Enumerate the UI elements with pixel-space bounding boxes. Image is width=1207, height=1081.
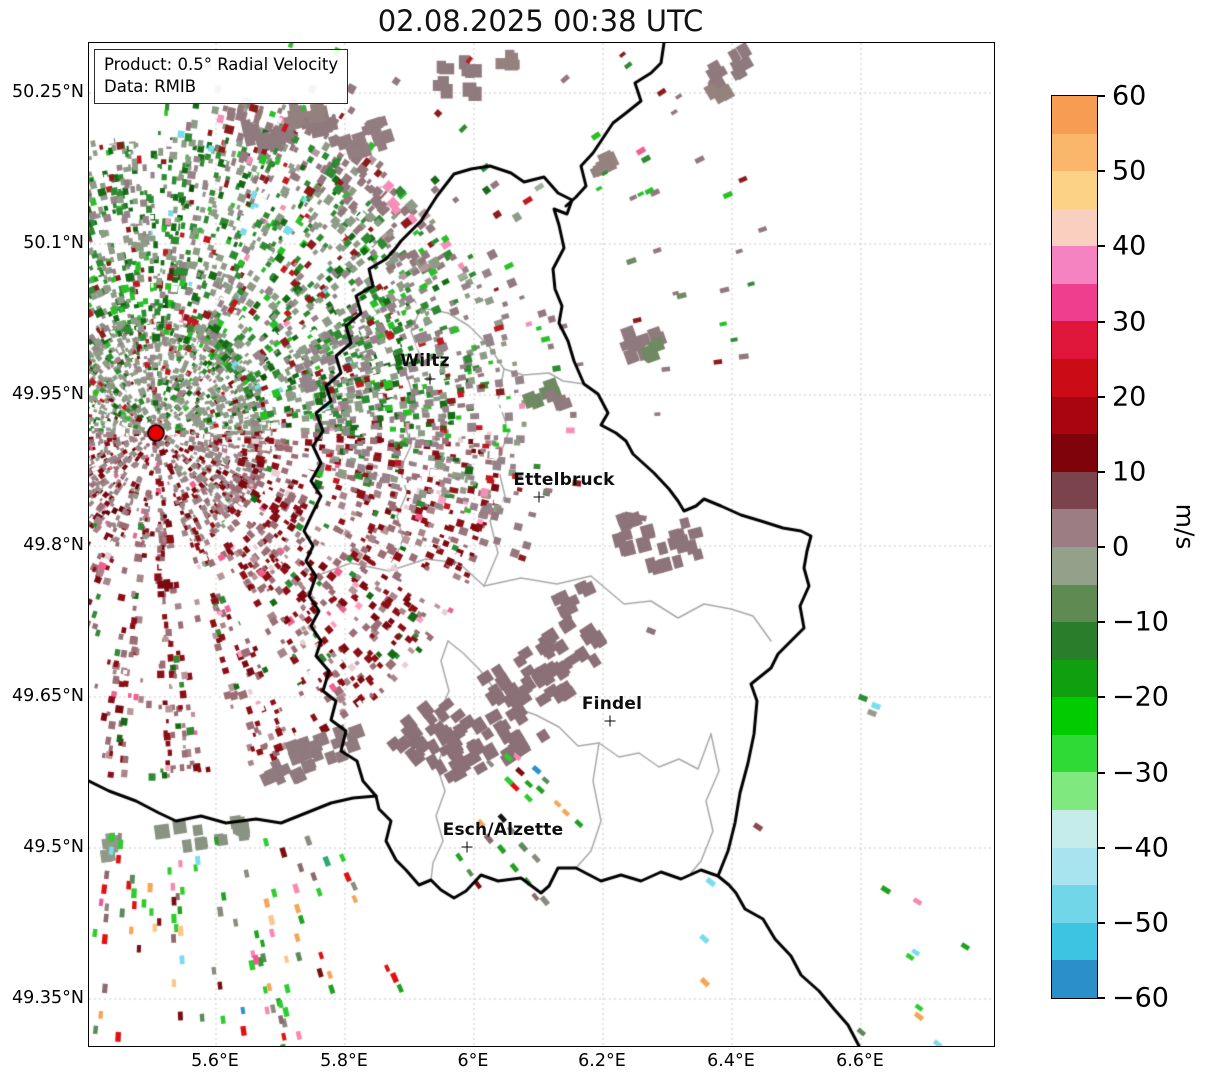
colorbar-tick bbox=[1097, 95, 1105, 97]
colorbar-band bbox=[1052, 434, 1097, 472]
colorbar-tick-label: −30 bbox=[1112, 757, 1169, 788]
lon-tick-label: 5.6°E bbox=[191, 1051, 239, 1071]
lat-tick-label: 49.65°N bbox=[12, 686, 84, 706]
colorbar-tick bbox=[1097, 921, 1105, 924]
colorbar-tick-label: −10 bbox=[1112, 606, 1169, 638]
colorbar-tick bbox=[1097, 170, 1105, 173]
colorbar-tick bbox=[1097, 846, 1105, 849]
city-marker-plus-icon bbox=[604, 715, 616, 727]
colorbar-tick-label: −50 bbox=[1112, 907, 1169, 939]
colorbar-tick bbox=[1097, 470, 1105, 473]
product-info-line: Product: 0.5° Radial Velocity bbox=[104, 55, 339, 74]
colorbar-band bbox=[1052, 396, 1097, 435]
lon-tick-label: 5.8°E bbox=[320, 1051, 368, 1071]
colorbar-tick-label: 50 bbox=[1112, 155, 1147, 187]
colorbar-tick-label: −20 bbox=[1112, 681, 1169, 713]
colorbar-tick-label: 0 bbox=[1112, 531, 1130, 563]
lat-tick-label: 49.35°N bbox=[12, 988, 84, 1008]
colorbar-tick bbox=[1097, 546, 1105, 548]
colorbar: 60 50 40 30 20 10 0 −10 −20 −30 −40 −50 −60 bbox=[1051, 81, 1169, 1014]
radar-data-canvas bbox=[89, 43, 994, 1046]
colorbar-tick bbox=[1097, 245, 1105, 248]
colorbar-unit-label: m/s bbox=[1170, 503, 1200, 550]
lat-tick-label: 50.1°N bbox=[23, 233, 84, 253]
colorbar-tick-label: −60 bbox=[1112, 982, 1169, 1014]
colorbar-band bbox=[1052, 359, 1097, 397]
colorbar-band bbox=[1052, 659, 1097, 698]
colorbar-band bbox=[1052, 283, 1097, 322]
colorbar-band bbox=[1052, 772, 1097, 810]
colorbar-band bbox=[1052, 133, 1097, 172]
colorbar-band bbox=[1052, 509, 1097, 547]
lon-tick-label: 6.4°E bbox=[707, 1051, 755, 1071]
colorbar-band bbox=[1052, 96, 1097, 134]
colorbar-tick-label: 30 bbox=[1112, 306, 1147, 337]
city-marker-plus-icon bbox=[424, 373, 436, 385]
city-label: Wiltz bbox=[400, 351, 450, 371]
colorbar-band bbox=[1052, 847, 1097, 886]
city-label: Findel bbox=[581, 694, 643, 714]
colorbar-band bbox=[1052, 246, 1097, 284]
colorbar-tick-label: 20 bbox=[1112, 381, 1147, 413]
colorbar-tick bbox=[1097, 621, 1105, 624]
colorbar-tick-label: 60 bbox=[1112, 80, 1147, 112]
colorbar-band bbox=[1052, 171, 1097, 209]
colorbar-tick bbox=[1097, 320, 1105, 323]
colorbar-band bbox=[1052, 208, 1097, 247]
data-source-line: Data: RMIB bbox=[104, 76, 197, 96]
colorbar-band bbox=[1052, 960, 1097, 998]
map-plot: Product: 0.5° Radial Velocity Data: RMIB bbox=[88, 42, 995, 1047]
colorbar-band bbox=[1052, 734, 1097, 773]
colorbar-band bbox=[1052, 922, 1097, 961]
colorbar-band bbox=[1052, 697, 1097, 735]
colorbar-tick-label: −40 bbox=[1112, 832, 1169, 864]
colorbar-band bbox=[1052, 622, 1097, 660]
lat-tick-label: 49.95°N bbox=[12, 384, 84, 404]
city-label: Esch/Alzette bbox=[442, 820, 564, 840]
colorbar-band bbox=[1052, 546, 1097, 585]
page-title: 02.08.2025 00:38 UTC bbox=[377, 4, 704, 38]
product-info-box: Product: 0.5° Radial Velocity Data: RMIB bbox=[94, 49, 349, 104]
colorbar-tick bbox=[1097, 997, 1105, 999]
lat-tick-label: 49.8°N bbox=[23, 535, 84, 555]
city-label: Ettelbruck bbox=[513, 470, 615, 490]
colorbar-band bbox=[1052, 321, 1097, 360]
lat-tick-label: 50.25°N bbox=[12, 82, 84, 102]
city-marker-plus-icon bbox=[533, 491, 545, 503]
lat-tick-label: 49.5°N bbox=[23, 837, 84, 857]
colorbar-band bbox=[1052, 809, 1097, 848]
colorbar-tick-label: 40 bbox=[1112, 230, 1147, 262]
colorbar-band bbox=[1052, 471, 1097, 510]
lon-tick-label: 6°E bbox=[457, 1051, 489, 1071]
colorbar-tick bbox=[1097, 696, 1105, 699]
colorbar-tick-label: 10 bbox=[1112, 456, 1147, 488]
lon-tick-label: 6.6°E bbox=[836, 1051, 884, 1071]
lon-tick-label: 6.2°E bbox=[578, 1051, 626, 1071]
colorbar-band bbox=[1052, 885, 1097, 923]
colorbar-tick bbox=[1097, 395, 1105, 398]
colorbar-tick bbox=[1097, 771, 1105, 774]
city-marker-plus-icon bbox=[461, 841, 473, 853]
colorbar-band bbox=[1052, 584, 1097, 623]
